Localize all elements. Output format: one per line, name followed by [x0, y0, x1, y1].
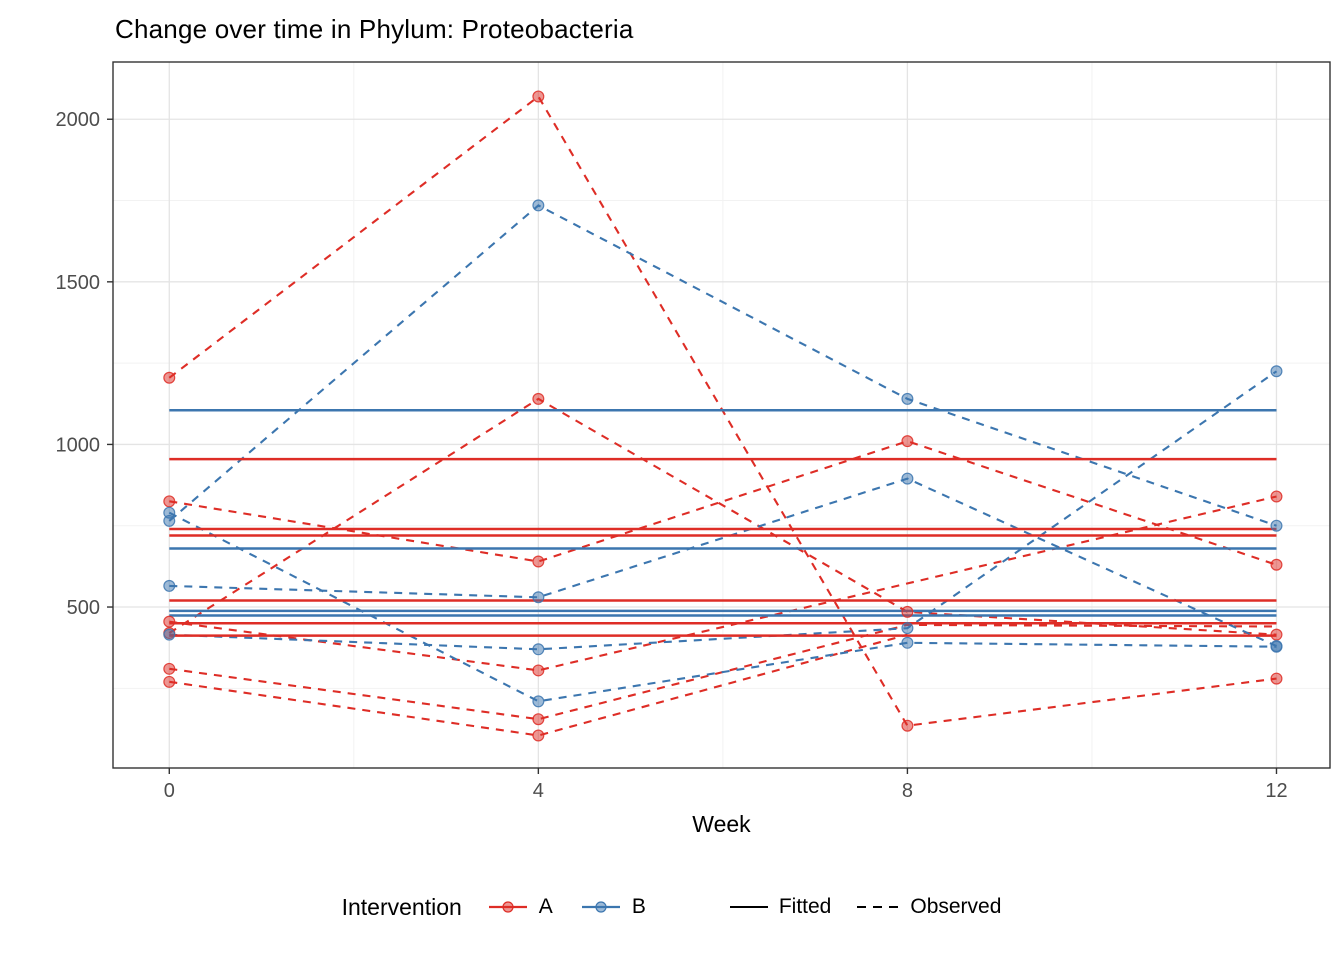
data-point-B3-w12: [1270, 365, 1283, 378]
legend-label-b: B: [631, 895, 646, 918]
observed-line-A4: [169, 495, 1277, 672]
data-point-A3-w4: [532, 392, 545, 405]
data-point-B2-w0: [163, 579, 176, 592]
data-point-A5-w0: [163, 662, 176, 675]
y-tick-label: 1500: [56, 272, 101, 294]
y-tick-label: 500: [67, 597, 100, 619]
x-axis-title: Week: [692, 811, 751, 837]
observed-line-B2: [169, 477, 1277, 648]
panel-border: [112, 61, 1331, 769]
data-point-B2-w4: [532, 591, 545, 604]
data-point-A2-w4: [532, 555, 545, 568]
data-point-A1-w8: [901, 719, 914, 732]
y-tick-label: 2000: [56, 109, 101, 131]
legend-key-b-glyph: [581, 901, 620, 913]
data-point-A3-w12: [1270, 628, 1283, 641]
data-point-B1-w8: [901, 392, 914, 405]
data-point-B4-w4: [532, 695, 545, 708]
data-point-B1-w12: [1270, 519, 1283, 532]
data-point-A6-w4: [532, 729, 545, 742]
plot-canvas: 500 1000 1500 2000 0 4 8 12: [56, 61, 1331, 802]
x-tick-label: 8: [902, 780, 913, 802]
data-point-A4-w0: [163, 615, 176, 628]
x-tick-label: 12: [1265, 780, 1287, 802]
observed-line-B3: [169, 370, 1278, 651]
data-point-A1-w12: [1270, 672, 1283, 685]
data-point-A4-w12: [1270, 490, 1283, 503]
data-point-B1-w4: [532, 199, 545, 212]
legend-label-observed: Observed: [910, 895, 1002, 918]
data-point-A1-w4: [532, 90, 545, 103]
observed-line-A6: [169, 633, 908, 737]
x-tick-label: 4: [533, 780, 544, 802]
x-tick-label: 0: [164, 780, 175, 802]
legend-label-a: A: [538, 895, 553, 918]
data-point-A2-w12: [1270, 558, 1283, 571]
data-point-A2-w0: [163, 495, 176, 508]
data-point-B4-w12: [1270, 640, 1283, 653]
observed-line-A3: [168, 397, 1277, 636]
legend-key-a: [486, 898, 530, 916]
legend-bar: Intervention A B Fitted Observed: [63, 889, 1280, 925]
data-point-A4-w4: [532, 664, 545, 677]
data-point-A3-w8: [901, 605, 914, 618]
legend-key-observed-line: [857, 905, 900, 909]
y-tick-label: 1000: [56, 434, 101, 456]
data-point-B3-w4: [532, 643, 545, 656]
data-point-A5-w4: [532, 713, 545, 726]
legend-label-fitted: Fitted: [778, 895, 832, 918]
observed-line-A2: [169, 440, 1277, 566]
legend-key-fitted-line: [729, 905, 768, 909]
observed-line-B4: [168, 511, 1277, 703]
legend-key-a-glyph: [488, 901, 527, 913]
data-point-B4-w0: [163, 506, 176, 519]
observed-line-B1: [168, 204, 1277, 527]
data-point-B2-w8: [901, 472, 914, 485]
data-point-A2-w8: [901, 435, 914, 448]
legend-key-b: [579, 898, 623, 916]
data-point-B3-w8: [901, 622, 914, 635]
legend-intervention-title: Intervention: [341, 893, 462, 920]
data-point-A6-w0: [163, 675, 176, 688]
data-point-B4-w8: [901, 636, 914, 649]
data-point-A1-w0: [163, 371, 176, 384]
data-point-B3-w0: [163, 628, 176, 641]
chart-title: Change over time in Phylum: Proteobacter…: [115, 14, 634, 44]
